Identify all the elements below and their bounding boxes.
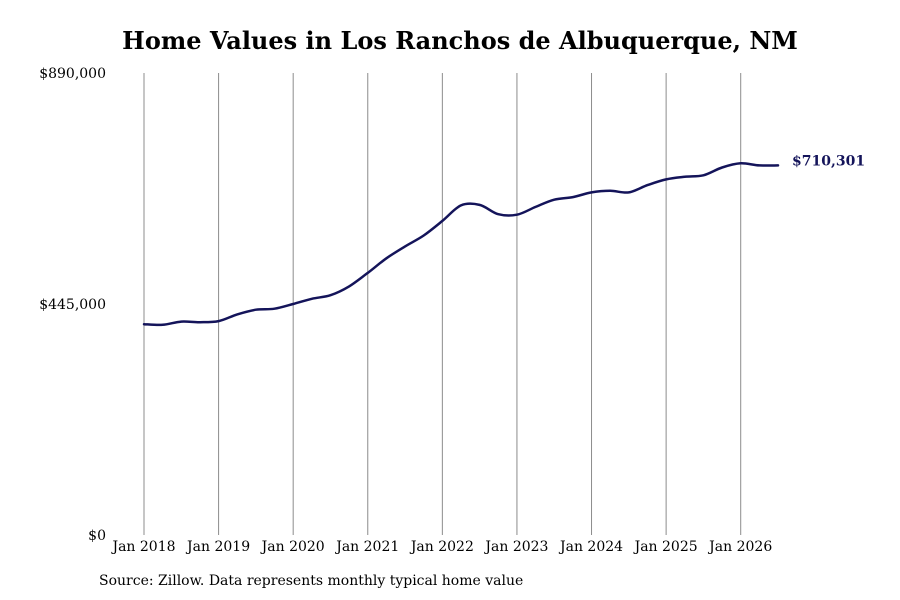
chart-title: Home Values in Los Ranchos de Albuquerqu… — [122, 26, 798, 55]
x-tick-label: Jan 2024 — [558, 539, 623, 555]
y-tick-label: $890,000 — [39, 66, 106, 82]
x-tick-label: Jan 2018 — [110, 539, 175, 555]
x-tick-label: Jan 2022 — [409, 539, 474, 555]
x-axis-ticks: Jan 2018 Jan 2019 Jan 2020 Jan 2021 Jan 2022… — [110, 539, 772, 555]
grid-lines — [143, 73, 742, 535]
source-note: Source: Zillow. Data represents monthly … — [99, 573, 524, 589]
y-tick-label: $445,000 — [39, 297, 106, 313]
y-axis-ticks: $0 $445,000 $890,000 — [39, 66, 106, 544]
series-line — [142, 162, 780, 327]
x-tick-label: Jan 2025 — [633, 539, 698, 555]
x-tick-label: Jan 2026 — [707, 539, 772, 555]
x-tick-label: Jan 2020 — [260, 539, 325, 555]
y-tick-label: $0 — [88, 528, 106, 544]
series-group — [142, 162, 780, 327]
x-tick-label: Jan 2023 — [483, 539, 548, 555]
x-tick-label: Jan 2019 — [185, 539, 250, 555]
x-tick-label: Jan 2021 — [334, 539, 399, 555]
end-value-label: $710,301 — [792, 153, 865, 169]
